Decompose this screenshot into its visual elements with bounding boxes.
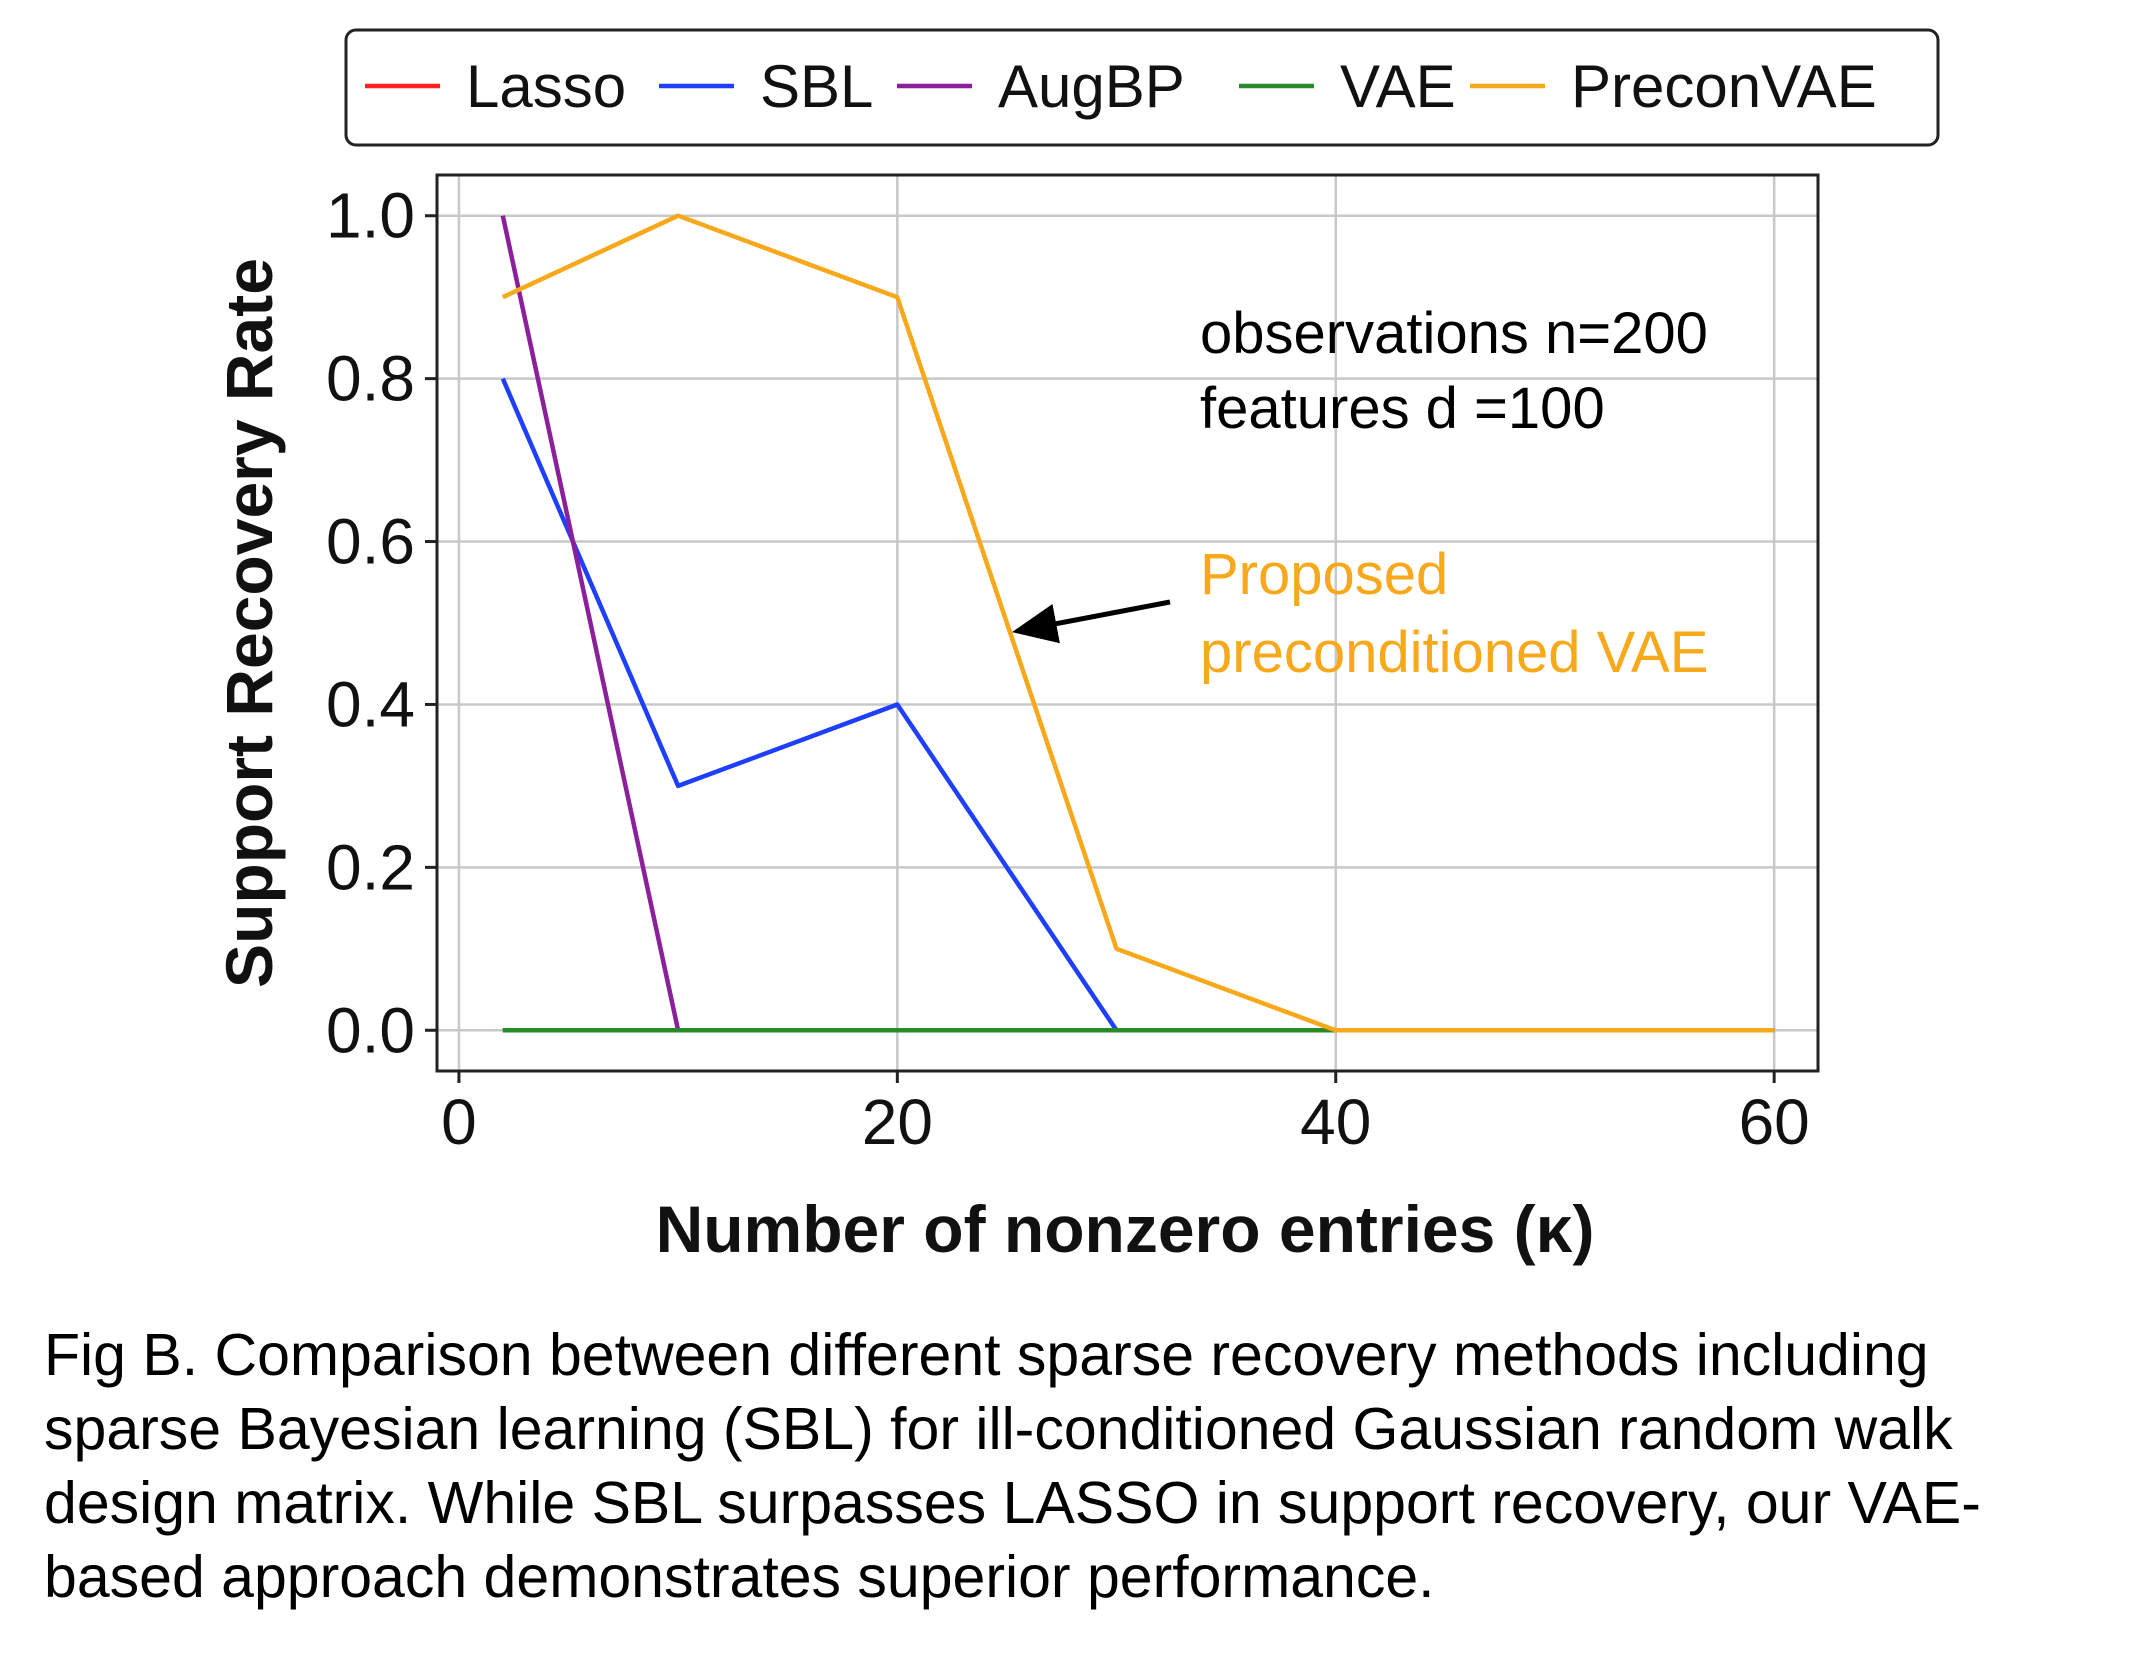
settings-annotation-line1: observations n=200	[1200, 301, 1708, 366]
y-tick-label-2: 0.4	[326, 668, 415, 740]
proposed-annotation-line2: preconditioned VAE	[1200, 620, 1708, 685]
legend-label-sbl: SBL	[760, 53, 873, 120]
legend: Lasso SBL AugBP VAE PreconVAE	[344, 28, 1940, 147]
y-axis-ticks: 0.0 0.2 0.4 0.6 0.8 1.0	[326, 180, 437, 1066]
y-tick-label-0: 0.0	[326, 994, 415, 1066]
x-axis-label: Number of nonzero entries (κ)	[656, 1192, 1595, 1266]
gridlines	[437, 175, 1818, 1071]
legend-label-preconvae: PreconVAE	[1571, 53, 1877, 120]
y-tick-label-4: 0.8	[326, 343, 415, 415]
annotation-arrow	[1012, 599, 1171, 644]
settings-annotation-line2: features d =100	[1200, 376, 1605, 441]
legend-label-augbp: AugBP	[998, 53, 1185, 120]
proposed-annotation-line1: Proposed	[1200, 542, 1448, 607]
x-tick-label-1: 20	[862, 1086, 933, 1158]
x-tick-label-0: 0	[441, 1086, 477, 1158]
legend-label-vae: VAE	[1340, 53, 1456, 120]
y-tick-label-5: 1.0	[326, 180, 415, 252]
y-tick-label-1: 0.2	[326, 831, 415, 903]
y-tick-label-3: 0.6	[326, 506, 415, 578]
legend-frame	[344, 28, 1940, 147]
series-lines	[500, 213, 1775, 1033]
plot-frame	[435, 173, 1820, 1073]
x-tick-label-3: 60	[1739, 1086, 1810, 1158]
x-tick-label-2: 40	[1300, 1086, 1371, 1158]
figure-caption: Fig B. Comparison between different spar…	[44, 1322, 1981, 1610]
series-line-preconvae	[501, 213, 1775, 1033]
legend-label-lasso: Lasso	[466, 53, 626, 120]
x-axis-ticks: 0 20 40 60	[441, 1071, 1810, 1158]
y-axis-label: Support Recovery Rate	[212, 258, 286, 988]
